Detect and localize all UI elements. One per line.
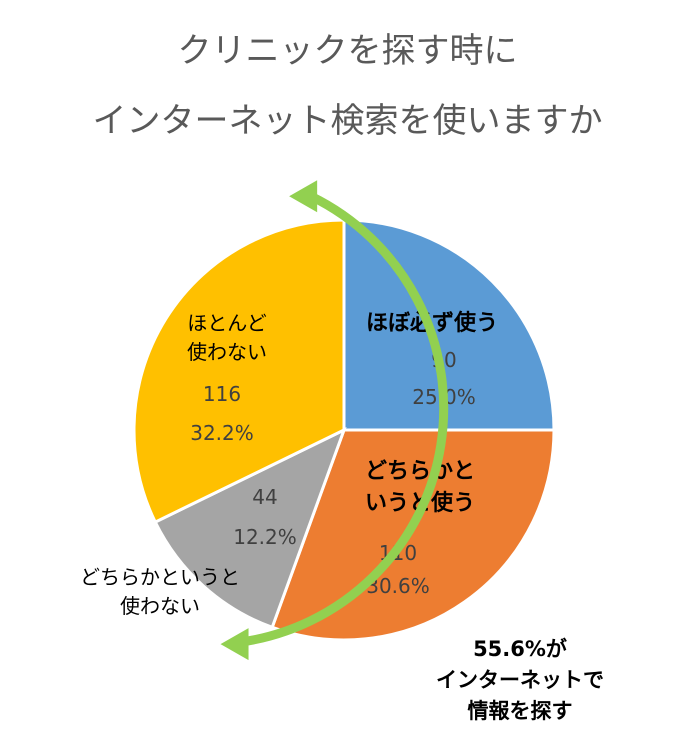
slice-label-line: どちらかと bbox=[365, 459, 475, 484]
chart-title-line1: クリニックを探す時に bbox=[177, 31, 518, 71]
annotation-arc bbox=[239, 192, 449, 647]
annotation-line: 情報を探す bbox=[468, 699, 573, 723]
slice-label-line: ほとんど bbox=[187, 311, 266, 335]
slice-label: ほとんど使わない bbox=[187, 311, 267, 364]
annotation-arrowhead-top bbox=[289, 180, 318, 213]
pie-slice bbox=[270, 428, 556, 642]
slice-value: 44 bbox=[252, 485, 277, 509]
slice-label-line: 使わない bbox=[187, 340, 267, 364]
slice-value: 116 bbox=[203, 382, 241, 406]
annotation-text: 55.6%がインターネットで情報を探す bbox=[436, 637, 604, 723]
annotation-line: 55.6%が bbox=[473, 637, 567, 661]
annotation-line: インターネットで bbox=[436, 668, 604, 692]
slice-label-line: 使わない bbox=[120, 594, 200, 618]
slice-label-line: どちらかというと bbox=[80, 565, 240, 589]
slice-percent: 32.2% bbox=[190, 421, 254, 445]
slice-percent: 12.2% bbox=[233, 525, 297, 549]
chart-title-line2: インターネット検索を使いますか bbox=[92, 101, 603, 141]
annotation-arrowhead-bottom bbox=[220, 628, 249, 661]
slice-label: どちらかというと使わない bbox=[80, 565, 240, 618]
pie-slice bbox=[153, 427, 347, 630]
pie-slice bbox=[132, 218, 346, 525]
